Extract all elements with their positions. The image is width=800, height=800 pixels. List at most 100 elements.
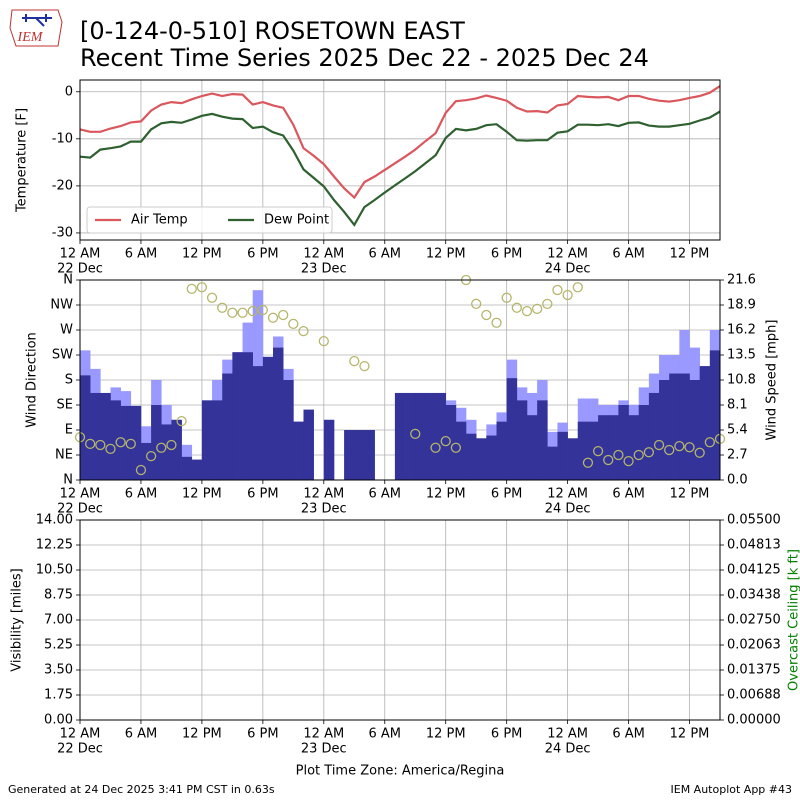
bar bbox=[191, 459, 203, 480]
scatter-point bbox=[237, 307, 248, 318]
scatter-point bbox=[511, 302, 522, 313]
y-tick-label: N bbox=[63, 273, 73, 288]
bar bbox=[699, 366, 711, 480]
x-tick-label: 6 AM bbox=[125, 487, 158, 502]
legend-box bbox=[86, 206, 333, 234]
y-tick-label: E bbox=[65, 423, 73, 438]
logo-text: IEM bbox=[17, 30, 44, 45]
bar bbox=[598, 415, 609, 480]
x-tick-label: 12 PM bbox=[426, 247, 466, 262]
x-tick-label: 6 AM bbox=[125, 247, 158, 262]
scatter-point bbox=[267, 312, 279, 323]
bar bbox=[415, 392, 426, 480]
bar bbox=[445, 405, 457, 480]
x-tick-label: 6 PM bbox=[491, 727, 522, 742]
x-tick-date: 22 Dec bbox=[57, 262, 103, 277]
bar bbox=[394, 392, 406, 480]
y-tick-label: 10.50 bbox=[36, 563, 73, 578]
scatter-point bbox=[359, 360, 370, 372]
x-tick-date: 24 Dec bbox=[545, 262, 591, 277]
bar bbox=[466, 433, 477, 480]
plot-frame bbox=[79, 519, 721, 721]
bar bbox=[537, 400, 548, 480]
scatter-point bbox=[592, 445, 604, 457]
plot-frame bbox=[79, 279, 721, 481]
bar bbox=[679, 373, 690, 480]
scatter-point bbox=[603, 454, 614, 466]
scatter-point bbox=[694, 447, 705, 458]
bar bbox=[283, 380, 294, 480]
logo-mark bbox=[22, 14, 52, 27]
y-tick-label: 8.75 bbox=[44, 588, 73, 603]
y-tick-label: SW bbox=[52, 348, 73, 363]
bar bbox=[273, 347, 284, 480]
scatter-point bbox=[430, 442, 441, 453]
x-tick-date: 23 Dec bbox=[301, 502, 347, 517]
legend-label: Dew Point bbox=[264, 213, 329, 228]
x-tick-label: 6 PM bbox=[491, 247, 522, 262]
y2-tick-label: 21.6 bbox=[727, 273, 756, 288]
x-tick-label: 12 PM bbox=[182, 487, 222, 502]
y2-tick-label: 0.02063 bbox=[727, 638, 781, 653]
x-tick-label: 12 AM bbox=[303, 727, 344, 742]
y2-axis-label: Wind Speed [mph] bbox=[765, 320, 780, 441]
bar bbox=[161, 424, 172, 480]
x-tick-label: 12 AM bbox=[60, 727, 101, 742]
y-tick-label: NE bbox=[55, 448, 73, 463]
bar bbox=[344, 430, 355, 480]
scatter-point bbox=[217, 302, 228, 313]
x-tick-label: 6 AM bbox=[369, 487, 402, 502]
scatter-point bbox=[521, 305, 533, 317]
y2-tick-label: 13.5 bbox=[727, 348, 756, 363]
y2-tick-label: 0.04813 bbox=[727, 538, 781, 553]
x-tick-label: 6 AM bbox=[612, 487, 645, 502]
x-tick-label: 6 PM bbox=[247, 487, 278, 502]
x-tick-date: 22 Dec bbox=[57, 502, 103, 517]
scatter-point bbox=[105, 443, 116, 455]
scatter-point bbox=[633, 449, 644, 461]
legend-label: Air Temp bbox=[131, 213, 188, 228]
scatter-point bbox=[643, 447, 655, 458]
bar bbox=[526, 415, 538, 480]
bar bbox=[151, 405, 162, 480]
x-tick-label: 12 AM bbox=[303, 487, 344, 502]
x-tick-label: 6 AM bbox=[612, 727, 645, 742]
y2-tick-label: 0.00000 bbox=[727, 713, 781, 728]
scatter-point bbox=[135, 464, 147, 476]
scatter-point bbox=[145, 450, 157, 462]
scatter-point bbox=[613, 449, 624, 461]
scatter-point bbox=[664, 444, 675, 456]
bar bbox=[435, 392, 447, 480]
bar bbox=[496, 421, 507, 480]
y-tick-label: N bbox=[63, 473, 73, 488]
scatter-point bbox=[531, 303, 543, 315]
bar bbox=[140, 442, 152, 480]
bar bbox=[486, 435, 497, 480]
bar bbox=[648, 392, 660, 480]
scatter-point bbox=[572, 282, 583, 293]
scatter-point bbox=[623, 455, 634, 467]
bar bbox=[557, 431, 568, 480]
bar bbox=[354, 430, 365, 480]
scatter-point bbox=[562, 289, 573, 301]
scatter-point bbox=[552, 284, 563, 296]
scatter-point bbox=[501, 292, 512, 303]
y2-tick-label: 0.02750 bbox=[727, 613, 781, 628]
series-line bbox=[79, 110, 721, 227]
scatter-point bbox=[440, 435, 451, 447]
y2-tick-label: 16.2 bbox=[727, 323, 756, 338]
scatter-point bbox=[186, 283, 197, 295]
footer-right: IEM Autoplot App #43 bbox=[671, 783, 793, 796]
y2-tick-label: 0.0 bbox=[727, 473, 748, 488]
y2-tick-label: 8.1 bbox=[727, 398, 748, 413]
bar bbox=[242, 352, 253, 480]
bar bbox=[709, 350, 721, 480]
y-tick-label: -20 bbox=[52, 178, 73, 193]
scatter-point bbox=[176, 415, 187, 427]
y-tick-label: 3.50 bbox=[44, 663, 73, 678]
scatter-point bbox=[349, 355, 360, 367]
y-axis-label: Visibility [miles] bbox=[10, 568, 25, 671]
bar bbox=[628, 415, 640, 480]
